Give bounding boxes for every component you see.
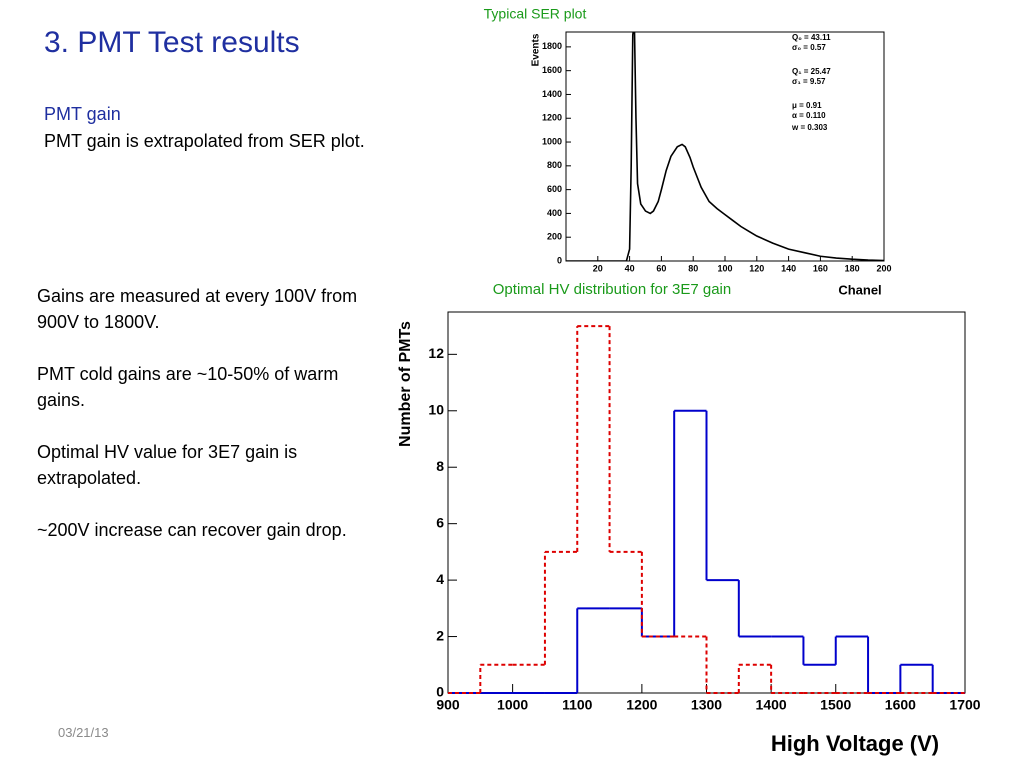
x-tick-label: 180 <box>845 263 860 273</box>
stat-label: σ₁ = 9.57 <box>792 77 826 86</box>
body: Gains are measured at every 100V from 90… <box>37 283 362 543</box>
y-tick-label: 1400 <box>542 89 562 99</box>
intro: PMT gain is extrapolated from SER plot. <box>44 131 365 151</box>
y-tick-label: 6 <box>436 514 444 530</box>
x-tick-label: 1700 <box>949 697 980 713</box>
x-tick-label: 1400 <box>756 697 787 713</box>
stat-label: w = 0.303 <box>791 123 828 132</box>
y-tick-label: 0 <box>557 255 562 265</box>
y-tick-label: 12 <box>428 345 444 361</box>
y-tick-label: 8 <box>436 458 444 474</box>
x-tick-label: 1300 <box>691 697 722 713</box>
x-tick-label: 20 <box>593 263 603 273</box>
x-tick-label: 1100 <box>562 697 593 713</box>
stat-label: Q₁ = 25.47 <box>792 67 831 76</box>
paragraph: PMT cold gains are ~10-50% of warm gains… <box>37 364 339 410</box>
y-tick-label: 1600 <box>542 65 562 75</box>
chart-title: Optimal HV distribution for 3E7 gain <box>493 281 731 298</box>
y-tick-label: 10 <box>428 401 444 417</box>
y-axis-label: Number of PMTs <box>397 321 414 447</box>
x-tick-label: 140 <box>781 263 796 273</box>
x-tick-label: 1500 <box>820 697 851 713</box>
x-tick-label: 900 <box>436 697 460 713</box>
paragraph: Optimal HV value for 3E7 gain is extrapo… <box>37 442 298 488</box>
y-tick-label: 1200 <box>542 113 562 123</box>
paragraph: Gains are measured at every 100V from 90… <box>37 286 358 332</box>
plot-frame <box>565 31 885 262</box>
x-axis-label: Chanel <box>838 282 881 297</box>
slide-title: 3. PMT Test results <box>44 26 300 59</box>
date: 03/21/13 <box>58 725 109 740</box>
x-tick-label: 80 <box>688 263 698 273</box>
y-tick-label: 2 <box>436 627 444 643</box>
stat-label: Q₀ = 43.11 <box>792 33 831 42</box>
y-tick-label: 0 <box>436 684 444 700</box>
y-axis-label: Events <box>531 33 542 66</box>
ser-curve <box>566 32 884 261</box>
chart-title: Typical SER plot <box>484 6 587 22</box>
y-tick-label: 1800 <box>542 41 562 51</box>
stat-label: μ = 0.91 <box>792 101 822 110</box>
y-tick-label: 4 <box>436 571 444 587</box>
stat-label: α = 0.110 <box>792 111 826 120</box>
x-tick-label: 200 <box>876 263 891 273</box>
x-tick-label: 1600 <box>885 697 916 713</box>
x-axis-label: High Voltage (V) <box>771 731 939 756</box>
y-tick-label: 200 <box>547 232 562 242</box>
paragraph: ~200V increase can recover gain drop. <box>37 520 347 540</box>
subtitle: PMT gain <box>44 104 121 124</box>
x-tick-label: 120 <box>749 263 764 273</box>
x-tick-label: 60 <box>656 263 666 273</box>
x-tick-label: 160 <box>813 263 828 273</box>
x-tick-label: 40 <box>625 263 635 273</box>
x-tick-label: 1000 <box>497 697 528 713</box>
y-tick-label: 600 <box>547 184 562 194</box>
x-tick-label: 1200 <box>626 697 657 713</box>
stat-label: σ₀ = 0.57 <box>792 43 826 52</box>
y-tick-label: 1000 <box>542 136 562 146</box>
y-tick-label: 400 <box>547 208 562 218</box>
y-tick-label: 800 <box>547 160 562 170</box>
x-tick-label: 100 <box>717 263 732 273</box>
